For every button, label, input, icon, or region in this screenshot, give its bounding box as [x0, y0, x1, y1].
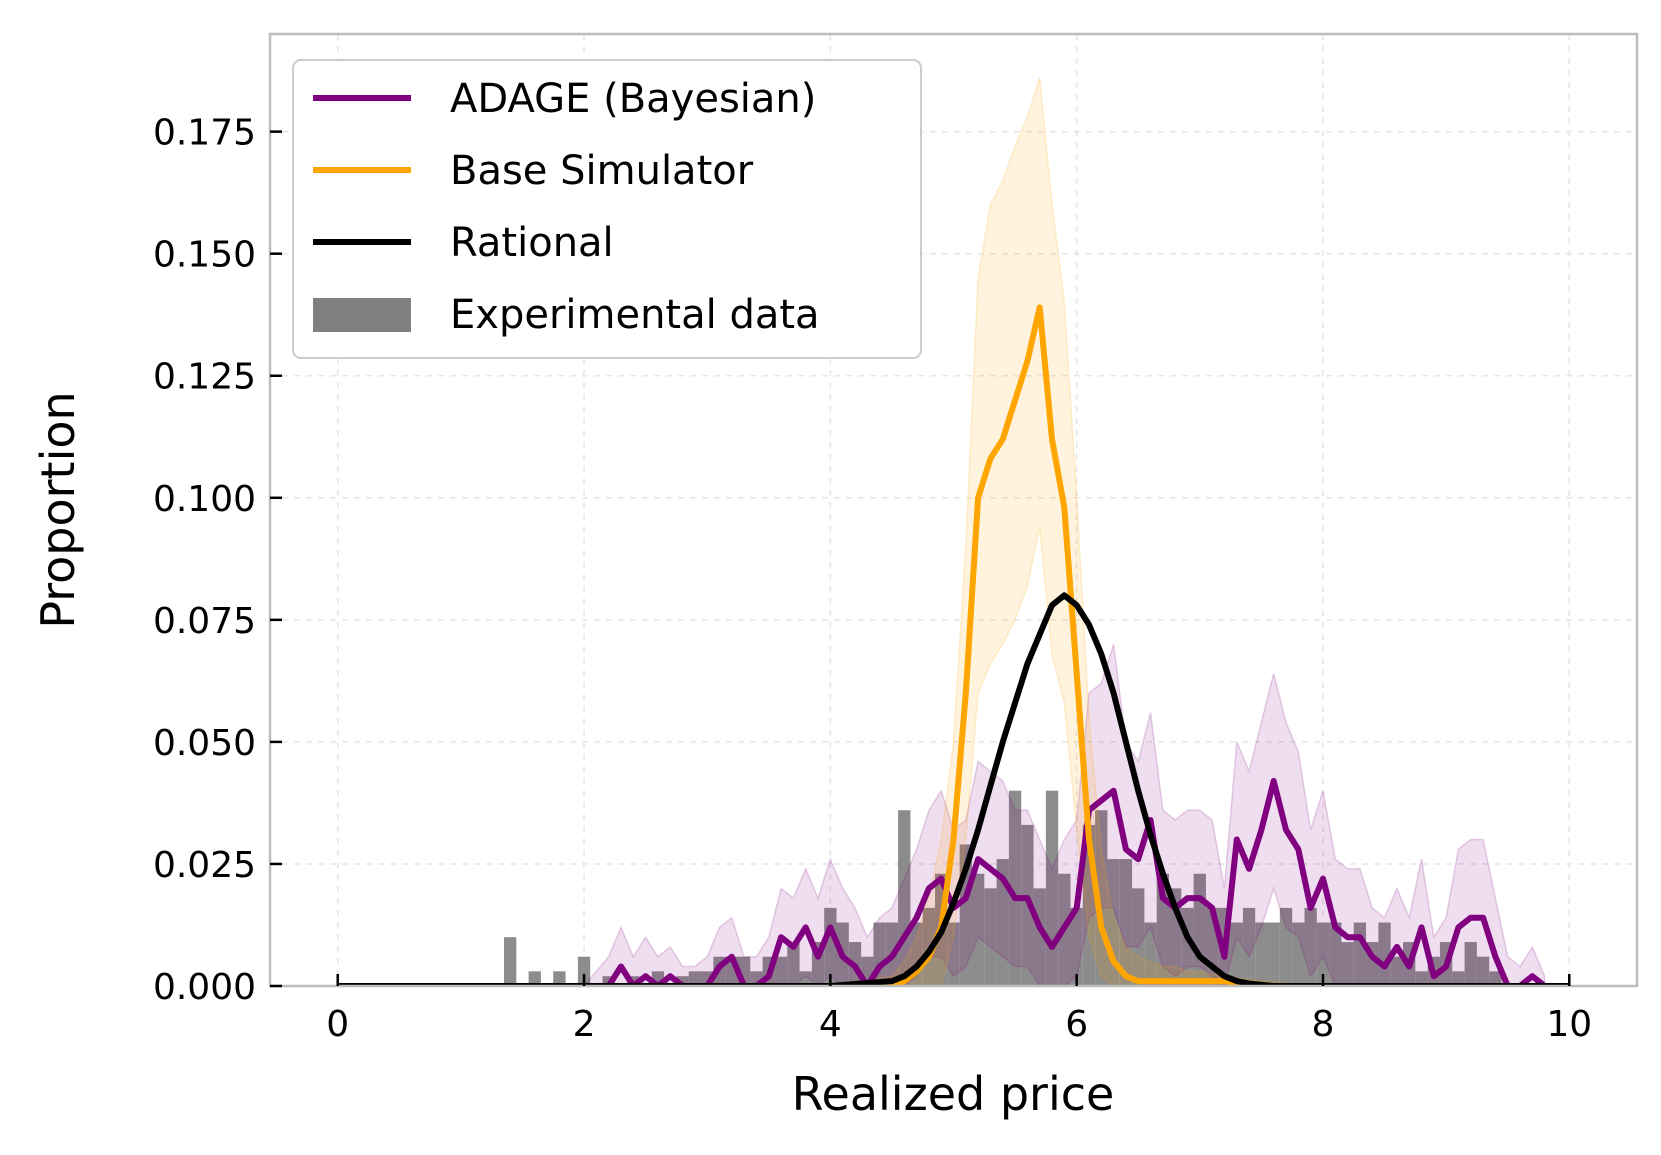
histogram-bar — [1476, 956, 1490, 986]
adage-bayesian-band — [337, 644, 1546, 986]
histogram-bar — [1119, 859, 1133, 986]
x-tick-label: 0 — [326, 1004, 349, 1045]
histogram-bar — [971, 873, 985, 986]
series-lines — [337, 304, 1570, 986]
y-tick-label: 0.150 — [153, 235, 256, 276]
histogram-bar — [1144, 922, 1157, 986]
histogram-bar — [774, 956, 788, 986]
adage-bayesian-line — [337, 778, 1547, 986]
histogram-bar — [947, 922, 960, 986]
histogram-bar — [1255, 922, 1268, 986]
histogram-bar — [688, 971, 702, 986]
y-tick-label: 0.175 — [153, 113, 256, 154]
legend-swatch-bar — [313, 298, 411, 332]
legend-label: ADAGE (Bayesian) — [450, 76, 816, 122]
y-tick-label: 0.025 — [153, 845, 256, 886]
histogram-bar — [1341, 942, 1354, 986]
histogram-bar — [1316, 922, 1330, 986]
x-tick-label: 4 — [819, 1004, 842, 1045]
histogram-bar — [503, 937, 517, 986]
histogram-bar — [984, 888, 997, 986]
histogram-bar — [1489, 971, 1502, 986]
histogram-bar — [1292, 922, 1305, 986]
x-tick-label: 10 — [1546, 1004, 1592, 1045]
y-tick-label: 0.100 — [153, 479, 256, 520]
y-tick-label: 0.050 — [153, 723, 256, 764]
x-tick-label: 6 — [1065, 1004, 1088, 1045]
histogram-bar — [1452, 971, 1465, 986]
histogram-bar — [1415, 971, 1428, 986]
legend-label: Base Simulator — [450, 148, 754, 194]
histogram-bar — [996, 859, 1009, 986]
histogram-bar — [1464, 942, 1477, 986]
histogram-bar — [1390, 956, 1404, 986]
rational-line — [337, 592, 1570, 986]
legend-frame — [292, 59, 922, 359]
x-tick-label: 8 — [1312, 1004, 1335, 1045]
x-tick-label: 2 — [573, 1004, 596, 1045]
y-axis-ticks: 0.000 0.025 0.050 0.075 0.100 0.125 0.150 0.175 — [153, 113, 282, 1008]
histogram-bar — [1378, 922, 1391, 986]
histogram-bar — [577, 956, 591, 986]
legend-label: Experimental data — [450, 292, 820, 338]
histogram-bar — [1070, 907, 1083, 986]
x-axis-title: Realized price — [792, 1067, 1115, 1121]
plot-frame — [268, 32, 1639, 988]
x-axis-ticks: 0 2 4 6 8 10 — [326, 974, 1592, 1045]
legend-label: Rational — [450, 220, 614, 266]
histogram-bar — [1008, 790, 1022, 986]
histogram-bar — [1242, 907, 1256, 986]
histogram-bar — [553, 971, 566, 986]
histogram-bar — [676, 976, 689, 986]
y-tick-label: 0.125 — [153, 357, 256, 398]
histogram-bar — [1230, 922, 1243, 986]
histogram-bar — [1304, 907, 1317, 986]
histogram-bar — [1267, 922, 1280, 986]
y-tick-label: 0.000 — [153, 967, 256, 1008]
histogram-bar — [1279, 907, 1293, 986]
histogram-bar — [528, 971, 541, 986]
y-tick-label: 0.075 — [153, 601, 256, 642]
histogram-bar — [787, 942, 800, 986]
histogram-bar — [1329, 922, 1342, 986]
histogram-bar — [1132, 888, 1145, 986]
y-axis-title: Proportion — [31, 391, 85, 628]
legend: ADAGE (Bayesian) Base Simulator Rational Ex… — [292, 59, 922, 359]
histogram-bar — [799, 971, 812, 986]
